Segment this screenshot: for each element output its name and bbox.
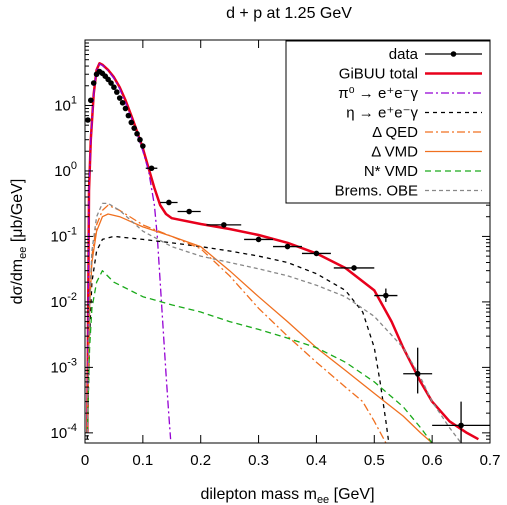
legend-entry: GiBUU total [339, 66, 482, 83]
data-point [122, 105, 129, 112]
data-point [90, 80, 97, 86]
legend-entry: Δ VMD [371, 144, 482, 161]
x-tick-label: 0.2 [190, 452, 211, 469]
legend-entry: N* VMD [364, 163, 482, 180]
data-point [137, 136, 143, 143]
series-line-5 [86, 270, 433, 443]
chart-title: d + p at 1.25 GeV [226, 5, 352, 22]
data-point [134, 130, 140, 137]
legend-entry: π⁰ → e⁺e⁻γ [338, 85, 482, 102]
series-line-6 [86, 202, 462, 443]
data-point [432, 401, 490, 443]
legend-marker [450, 51, 457, 57]
y-tick-label: 10-2 [51, 291, 77, 311]
legend-label: Δ VMD [371, 144, 418, 161]
data-point [128, 119, 135, 126]
data-point [119, 99, 126, 106]
x-tick-label: 0.1 [132, 452, 153, 469]
series-line-3 [86, 204, 387, 443]
data-point [273, 243, 302, 250]
legend-label: N* VMD [364, 163, 418, 180]
x-tick-label: 0.4 [306, 452, 327, 469]
data-point [177, 208, 201, 215]
x-tick-label: 0.3 [248, 452, 269, 469]
data-point [140, 143, 146, 149]
series-line-1 [86, 63, 172, 440]
data-point [116, 95, 123, 101]
data-point [333, 265, 375, 271]
data-point [87, 97, 94, 104]
legend-label: data [389, 46, 419, 63]
data-point [108, 80, 114, 86]
x-tick-label: 0 [81, 452, 89, 469]
legend-entry: η → e⁺e⁻γ [346, 105, 482, 122]
legend-label: Brems. OBE [335, 183, 418, 200]
data-point [301, 250, 331, 257]
y-tick-label: 101 [54, 94, 77, 114]
legend-entry: Δ QED [372, 124, 482, 141]
data-point [111, 84, 117, 91]
data-point [114, 89, 120, 95]
x-tick-label: 0.6 [422, 452, 443, 469]
data-point [244, 236, 274, 243]
legend-entry: Brems. OBE [335, 183, 482, 200]
y-tick-label: 10-3 [51, 356, 77, 376]
legend-label: Δ QED [372, 124, 418, 141]
y-tick-label: 10-1 [51, 225, 77, 245]
plot-frame [84, 39, 491, 444]
legend-label: η → e⁺e⁻γ [346, 105, 418, 122]
legend-entry: data [389, 46, 482, 63]
y-axis-title: dσ/dmee [μb/GeV] [9, 179, 29, 305]
data-point [374, 288, 398, 302]
data-point [403, 347, 433, 394]
legend-label: π⁰ → e⁺e⁻γ [338, 85, 418, 102]
legend: data GiBUU total π⁰ → e⁺e⁻γ η → e⁺e⁻γ Δ QED Δ… [285, 40, 491, 204]
x-tick-label: 0.5 [364, 452, 385, 469]
legend-box [285, 40, 491, 204]
legend-label: GiBUU total [339, 66, 418, 83]
series-line-2 [86, 235, 390, 443]
data-point [160, 199, 178, 206]
data-point [206, 222, 242, 228]
y-tick-label: 100 [54, 160, 77, 180]
y-tick-label: 10-4 [51, 422, 77, 442]
data-points-layer [85, 68, 490, 443]
series-layer [86, 62, 480, 443]
x-tick-label: 0.7 [480, 452, 501, 469]
x-axis-title: dilepton mass mee [GeV] [200, 486, 374, 505]
data-point [131, 125, 137, 131]
data-point [145, 165, 158, 172]
data-point [125, 112, 132, 119]
series-line-4 [86, 213, 433, 443]
